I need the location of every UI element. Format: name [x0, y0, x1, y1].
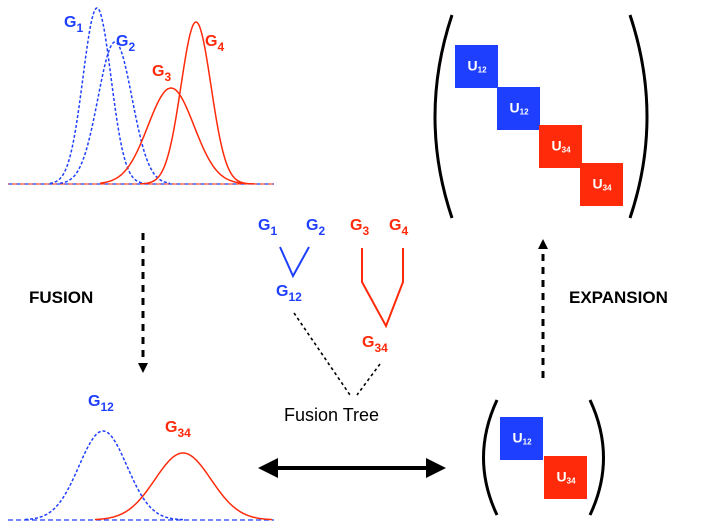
tree-label-g3: G3 — [350, 217, 369, 238]
tree-edge-g3-g4-to-g34 — [361, 248, 404, 329]
gaussian-curve-g34 — [95, 452, 273, 521]
tree-label-g12: G12 — [276, 283, 302, 304]
gaussian-curve-g4 — [140, 21, 255, 185]
fusion-label: FUSION — [29, 288, 93, 307]
big-matrix-blocks: U12 U12 U34 U34 — [455, 45, 623, 206]
big-matrix-block-label-2: U12 — [510, 100, 530, 117]
big-matrix-block-2 — [497, 87, 540, 130]
small-matrix-block-label-1: U12 — [513, 430, 533, 447]
label-g4: G4 — [205, 33, 224, 54]
fusion-tree-caption: Fusion Tree — [284, 405, 379, 425]
big-matrix-left-paren — [433, 14, 454, 219]
expansion-arrow-group: EXPANSION — [538, 239, 668, 378]
gaussian-curve-g3 — [99, 87, 246, 185]
tree-label-g1: G1 — [258, 217, 277, 238]
small-matrix-blocks: U12 U34 — [500, 417, 587, 499]
bottom-gaussian-plot: G12 G34 — [8, 393, 274, 521]
tree-edge-g1-g2-to-g12 — [279, 246, 310, 279]
small-matrix-block-label-2: U34 — [557, 469, 577, 486]
top-gaussian-plot: G1 G2 G3 G4 — [8, 7, 274, 185]
tree-label-g34: G34 — [362, 334, 388, 355]
label-g3: G3 — [152, 63, 171, 84]
small-matrix-left-paren — [482, 399, 499, 516]
gaussian-curve-g1 — [49, 7, 146, 185]
big-matrix-block-3 — [539, 125, 582, 168]
gaussian-curve-g12 — [25, 430, 185, 521]
label-g34-bottom: G34 — [165, 419, 191, 440]
big-matrix-block-1 — [455, 45, 498, 88]
double-arrow-right-head — [426, 458, 446, 478]
big-matrix-block-label-3: U34 — [552, 138, 572, 155]
big-matrix-block-label-4: U34 — [593, 176, 613, 193]
fused-matrix: U12 U34 — [482, 399, 605, 516]
expansion-label: EXPANSION — [569, 288, 668, 307]
tree-label-g2: G2 — [306, 217, 325, 238]
tree-caption-pointer-right — [356, 363, 381, 396]
double-arrow-left-head — [258, 458, 278, 478]
label-g12-bottom: G12 — [88, 393, 114, 414]
fusion-tree: G1 G2 G12 G3 G4 G34 Fusion Tree — [258, 217, 408, 425]
double-arrow-group — [258, 458, 446, 478]
small-matrix-block-1 — [500, 417, 543, 460]
gaussian-curve-g2 — [59, 41, 171, 184]
big-matrix-block-label-1: U12 — [468, 58, 488, 75]
tree-label-g4: G4 — [389, 217, 408, 238]
label-g1: G1 — [64, 14, 83, 35]
tree-caption-pointer-left — [293, 312, 351, 396]
small-matrix-block-2 — [544, 456, 587, 499]
big-matrix-right-paren — [628, 14, 649, 219]
fusion-arrow-group: FUSION — [29, 233, 148, 373]
label-g2: G2 — [116, 33, 135, 54]
expanded-matrix: U12 U12 U34 U34 — [433, 14, 649, 219]
small-matrix-right-paren — [588, 399, 605, 516]
big-matrix-block-4 — [580, 163, 623, 206]
